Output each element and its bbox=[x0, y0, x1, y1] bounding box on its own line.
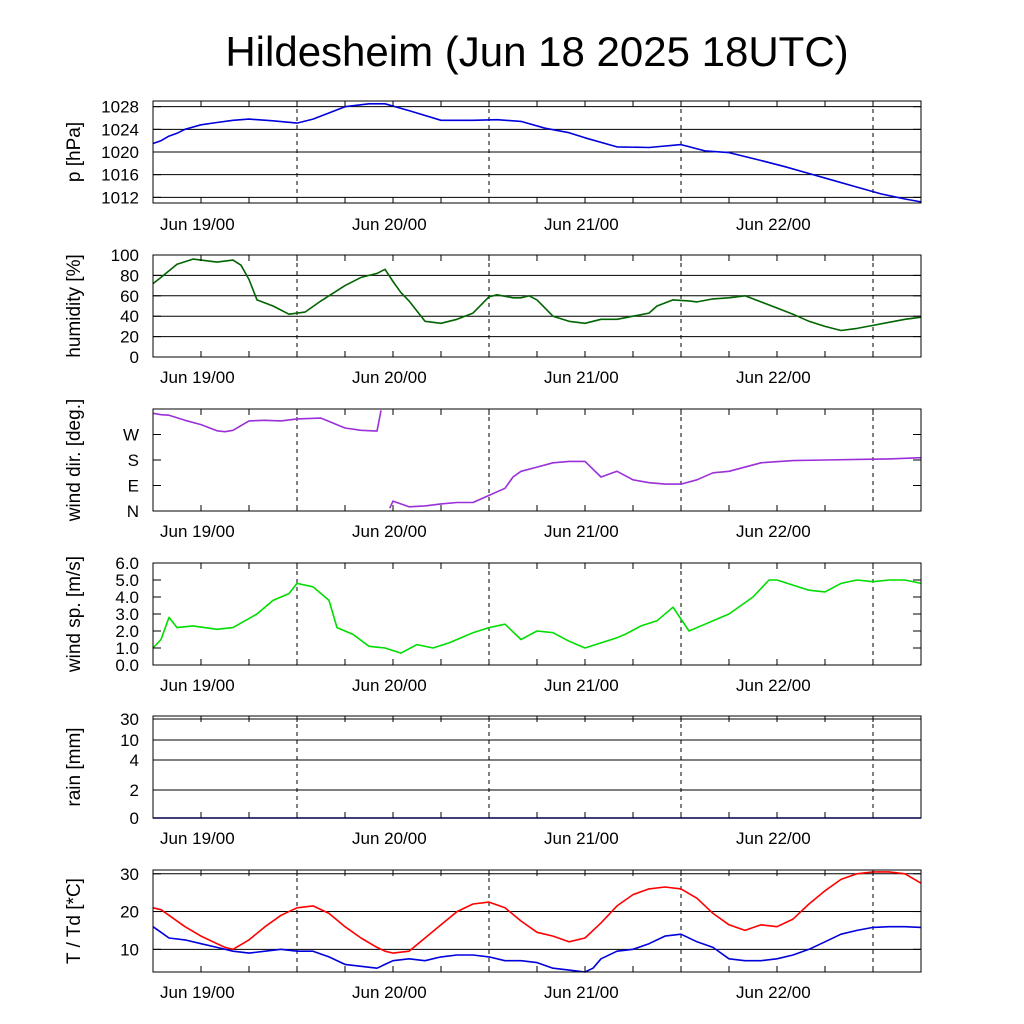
x-tick-label: Jun 20/00 bbox=[352, 368, 427, 387]
x-tick-label: Jun 19/00 bbox=[160, 983, 235, 1002]
y-tick-label: 0.0 bbox=[115, 656, 139, 675]
x-tick-label: Jun 19/00 bbox=[160, 215, 235, 234]
y-tick-label: 3.0 bbox=[115, 605, 139, 624]
y-tick-label: 100 bbox=[111, 246, 139, 265]
y-tick-label: S bbox=[128, 451, 139, 470]
series-line-1 bbox=[152, 103, 922, 203]
y-tick-label: 1024 bbox=[101, 120, 139, 139]
y-axis-label: humidity [%] bbox=[64, 254, 85, 357]
plot-frame bbox=[152, 715, 922, 819]
x-tick-label: Jun 20/00 bbox=[352, 522, 427, 541]
y-tick-label: 6.0 bbox=[115, 554, 139, 573]
panel-6: 10 20 30 T / Td [*C] Jun 19/00 Jun 20/00 Jun 2… bbox=[64, 865, 922, 1002]
plot-frame bbox=[152, 254, 922, 358]
y-tick-label: 1020 bbox=[101, 143, 139, 162]
y-tick-label: 1012 bbox=[101, 188, 139, 207]
y-tick-label: 20 bbox=[120, 903, 139, 922]
y-tick-label: 2 bbox=[130, 781, 139, 800]
panel-5: 0 2 410 30 rain [mm] Jun 19/00 Jun 20/00 Jun 21… bbox=[64, 710, 922, 848]
panel-1: 1012 1016 1020 1024 1028 p [hPa] Jun 19/00 Jun … bbox=[64, 98, 922, 234]
y-tick-label: 80 bbox=[120, 266, 139, 285]
y-tick-label: 0 bbox=[130, 809, 139, 828]
series-line-2 bbox=[389, 456, 922, 509]
x-tick-label: Jun 22/00 bbox=[736, 368, 811, 387]
series-line-1 bbox=[152, 579, 922, 654]
y-axis-label: T / Td [*C] bbox=[64, 878, 85, 964]
y-axis-label: wind sp. [m/s] bbox=[64, 556, 85, 673]
y-tick-label: 0 bbox=[130, 348, 139, 367]
y-axis-label: wind dir. [deg.] bbox=[64, 399, 85, 523]
y-tick-label: N bbox=[127, 502, 139, 521]
y-tick-label: 1016 bbox=[101, 166, 139, 185]
chart-title: Hildesheim (Jun 18 2025 18UTC) bbox=[225, 28, 848, 75]
y-tick-label: 40 bbox=[120, 307, 139, 326]
x-tick-label: Jun 20/00 bbox=[352, 215, 427, 234]
panel-4: 0.01.02.03.04.05.06.0 wind sp. [m/s] Jun 1… bbox=[64, 554, 922, 695]
x-tick-label: Jun 19/00 bbox=[160, 829, 235, 848]
x-tick-label: Jun 22/00 bbox=[736, 983, 811, 1002]
x-tick-label: Jun 21/00 bbox=[544, 983, 619, 1002]
y-tick-label: 30 bbox=[120, 865, 139, 884]
x-tick-label: Jun 20/00 bbox=[352, 983, 427, 1002]
x-tick-label: Jun 19/00 bbox=[160, 368, 235, 387]
x-tick-label: Jun 21/00 bbox=[544, 368, 619, 387]
y-tick-label: 1028 bbox=[101, 98, 139, 117]
x-tick-label: Jun 19/00 bbox=[160, 676, 235, 695]
y-axis-label: p [hPa] bbox=[64, 122, 85, 182]
y-tick-label: 1.0 bbox=[115, 639, 139, 658]
y-axis-label: rain [mm] bbox=[64, 727, 85, 806]
series-line-1 bbox=[152, 871, 922, 954]
series-line-1 bbox=[152, 258, 922, 332]
plot-frame bbox=[152, 562, 922, 666]
x-tick-label: Jun 22/00 bbox=[736, 215, 811, 234]
x-tick-label: Jun 21/00 bbox=[544, 522, 619, 541]
y-tick-label: 10 bbox=[120, 940, 139, 959]
y-tick-label: 5.0 bbox=[115, 571, 139, 590]
y-tick-label: 10 bbox=[120, 731, 139, 750]
y-tick-label: 4.0 bbox=[115, 588, 139, 607]
plot-frame bbox=[152, 869, 922, 973]
y-tick-label: 2.0 bbox=[115, 622, 139, 641]
x-tick-label: Jun 22/00 bbox=[736, 522, 811, 541]
x-tick-label: Jun 21/00 bbox=[544, 829, 619, 848]
y-tick-label: 20 bbox=[120, 328, 139, 347]
y-tick-label: W bbox=[123, 426, 139, 445]
y-tick-label: 30 bbox=[120, 710, 139, 729]
y-tick-label: E bbox=[128, 477, 139, 496]
x-tick-label: Jun 22/00 bbox=[736, 676, 811, 695]
x-tick-label: Jun 21/00 bbox=[544, 215, 619, 234]
x-tick-label: Jun 20/00 bbox=[352, 829, 427, 848]
x-tick-label: Jun 22/00 bbox=[736, 829, 811, 848]
x-tick-label: Jun 19/00 bbox=[160, 522, 235, 541]
x-tick-label: Jun 21/00 bbox=[544, 676, 619, 695]
y-tick-label: 4 bbox=[130, 751, 139, 770]
series-line-1 bbox=[152, 410, 382, 433]
y-tick-label: 60 bbox=[120, 287, 139, 306]
series-line-2 bbox=[152, 925, 922, 973]
x-tick-label: Jun 20/00 bbox=[352, 676, 427, 695]
